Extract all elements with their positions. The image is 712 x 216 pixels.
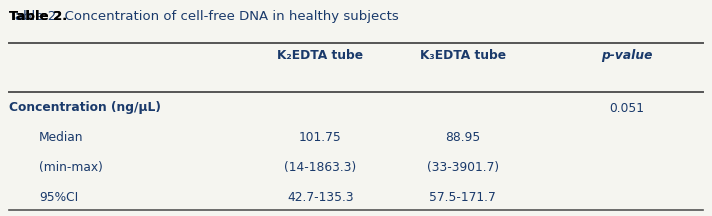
Text: K₃EDTA tube: K₃EDTA tube	[420, 49, 506, 62]
Text: Table 2.: Table 2.	[9, 10, 67, 23]
Text: (14-1863.3): (14-1863.3)	[284, 161, 357, 174]
Text: p-value: p-value	[601, 49, 652, 62]
Text: K₂EDTA tube: K₂EDTA tube	[278, 49, 363, 62]
Text: 95%CI: 95%CI	[39, 191, 78, 204]
Text: 88.95: 88.95	[445, 131, 481, 144]
Text: (33-3901.7): (33-3901.7)	[426, 161, 499, 174]
Text: Table 2.: Table 2.	[9, 10, 67, 23]
Text: Median: Median	[39, 131, 84, 144]
Text: 0.051: 0.051	[609, 102, 644, 114]
Text: Concentration (ng/μL): Concentration (ng/μL)	[9, 102, 160, 114]
Text: 57.5-171.7: 57.5-171.7	[429, 191, 496, 204]
Text: 101.75: 101.75	[299, 131, 342, 144]
Text: 42.7-135.3: 42.7-135.3	[287, 191, 354, 204]
Text: Table 2. Concentration of cell-free DNA in healthy subjects: Table 2. Concentration of cell-free DNA …	[9, 10, 398, 23]
Text: (min-max): (min-max)	[39, 161, 103, 174]
